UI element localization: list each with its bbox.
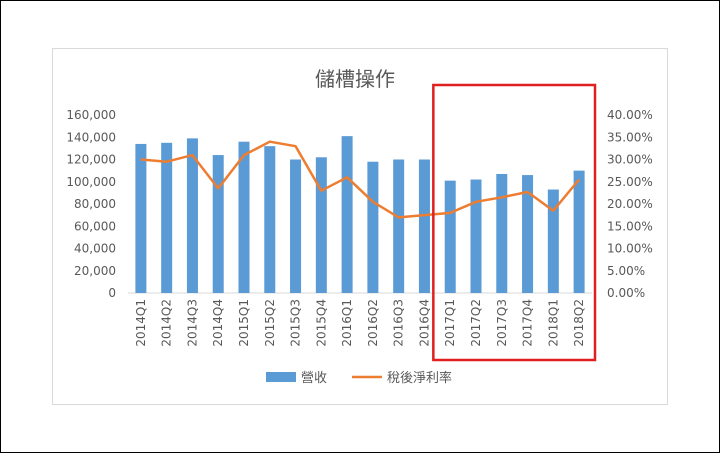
revenue-bar: [264, 146, 276, 293]
left-axis-ticks: 0 20,000 40,000 60,000 80,000 100,000 120,000 1…: [66, 108, 116, 300]
x-tick-label: 2014Q3: [185, 299, 199, 347]
left-tick-label: 20,000: [74, 264, 116, 278]
x-tick-label: 2014Q1: [134, 299, 148, 347]
revenue-bar: [522, 175, 534, 293]
right-tick-label: 5.00%: [607, 264, 645, 278]
chart-area: [52, 48, 668, 405]
revenue-bar: [418, 159, 430, 293]
highlight-box-group: [432, 83, 597, 362]
x-tick-label: 2018Q1: [546, 299, 560, 347]
highlight-box: [432, 83, 597, 362]
right-tick-label: 30.00%: [607, 153, 653, 167]
legend-label-revenue: 營收: [301, 371, 327, 386]
x-tick-label: 2017Q2: [469, 299, 483, 347]
chart-title: 儲槽操作: [315, 67, 395, 91]
x-tick-label: 2017Q4: [521, 299, 535, 347]
left-tick-label: 100,000: [66, 175, 116, 189]
revenue-bar: [470, 179, 482, 293]
revenue-bars: [135, 136, 585, 293]
x-tick-label: 2016Q2: [366, 299, 380, 347]
right-tick-label: 15.00%: [607, 219, 653, 233]
x-tick-label: 2014Q4: [211, 299, 225, 347]
revenue-bar: [496, 173, 508, 293]
right-tick-label: 10.00%: [607, 242, 653, 256]
revenue-bar: [315, 157, 327, 293]
revenue-bar: [547, 189, 559, 293]
revenue-bar: [341, 136, 353, 293]
left-tick-label: 140,000: [66, 130, 116, 144]
left-tick-label: 40,000: [74, 242, 116, 256]
revenue-bar: [573, 170, 585, 293]
right-tick-label: 20.00%: [607, 197, 653, 211]
x-axis-labels: 2014Q1 2014Q2 2014Q3 2014Q4 2015Q1 2015Q2 2015…: [134, 299, 586, 347]
revenue-bar: [444, 180, 456, 293]
x-tick-label: 2015Q4: [314, 299, 328, 347]
x-tick-label: 2018Q2: [572, 299, 586, 347]
revenue-bar: [290, 159, 302, 293]
revenue-bar: [186, 138, 198, 293]
legend-label-net-margin: 稅後淨利率: [387, 370, 452, 386]
net-margin-line-series: [140, 140, 581, 219]
revenue-bar: [135, 143, 147, 293]
x-tick-label: 2015Q3: [289, 299, 303, 347]
x-tick-label: 2015Q2: [263, 299, 277, 347]
legend-swatch-revenue: [266, 372, 296, 382]
x-tick-label: 2015Q1: [237, 299, 251, 347]
revenue-bar: [393, 159, 405, 293]
right-axis-ticks: 0.00% 5.00% 10.00% 15.00% 20.00% 25.00% 30.00%…: [607, 108, 653, 300]
left-tick-label: 0: [108, 286, 116, 300]
x-tick-label: 2014Q2: [160, 299, 174, 347]
left-tick-label: 160,000: [66, 108, 116, 122]
legend: 營收 稅後淨利率: [266, 370, 452, 386]
left-tick-label: 120,000: [66, 153, 116, 167]
right-tick-label: 40.00%: [607, 108, 653, 122]
revenue-bar: [367, 161, 379, 293]
revenue-bar: [161, 142, 173, 293]
x-tick-label: 2017Q3: [495, 299, 509, 347]
right-tick-label: 25.00%: [607, 175, 653, 189]
left-tick-label: 60,000: [74, 219, 116, 233]
left-tick-label: 80,000: [74, 197, 116, 211]
revenue-bar: [238, 141, 250, 293]
revenue-bar: [212, 155, 224, 293]
right-tick-label: 35.00%: [607, 130, 653, 144]
x-tick-label: 2016Q4: [417, 299, 431, 347]
x-tick-label: 2016Q1: [340, 299, 354, 347]
x-tick-label: 2017Q1: [443, 299, 457, 347]
net-margin-line: [140, 140, 581, 219]
x-tick-label: 2016Q3: [392, 299, 406, 347]
right-tick-label: 0.00%: [607, 286, 645, 300]
